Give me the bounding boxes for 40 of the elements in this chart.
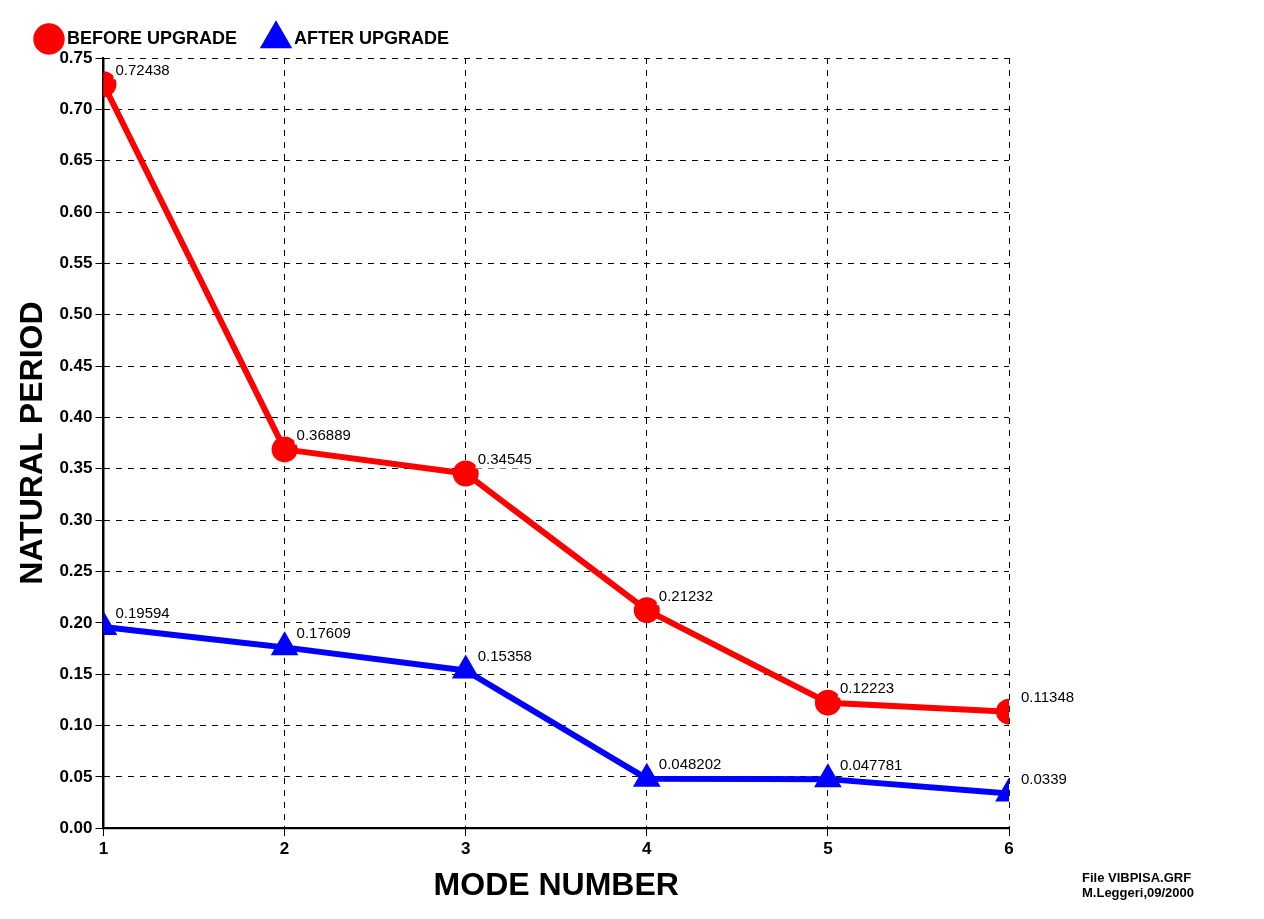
data-label: 0.12223 — [839, 679, 895, 697]
legend-label: BEFORE UPGRADE — [67, 27, 238, 48]
x-tick-label: 1 — [98, 839, 109, 859]
y-tick-label: 0.70 — [59, 99, 93, 119]
y-tick-label: 0.50 — [59, 304, 93, 324]
y-tick-label: 0.35 — [59, 458, 93, 478]
y-tick-label: 0.45 — [59, 355, 93, 375]
text: File VIBPISA.GRF — [1082, 870, 1193, 885]
data-label: 0.19594 — [115, 603, 170, 621]
legend-label: AFTER UPGRADE — [294, 27, 450, 48]
y-tick-label: 0.60 — [59, 201, 93, 221]
data-label: 0.34545 — [477, 450, 532, 468]
y-axis-title: NATURAL PERIOD — [13, 301, 50, 585]
data-label: 0.72438 — [115, 60, 170, 78]
y-tick-label: 0.15 — [59, 663, 93, 683]
y-tick-label: 0.25 — [59, 561, 93, 581]
x-tick-label: 3 — [460, 839, 471, 859]
x-tick-label: 4 — [642, 839, 653, 859]
data-label: 0.15358 — [477, 647, 532, 665]
y-tick-label: 0.20 — [59, 612, 93, 632]
y-tick-label: 0.40 — [59, 407, 93, 427]
data-label: 0.0339 — [1021, 770, 1067, 788]
y-tick-label: 0.30 — [59, 509, 93, 529]
text: M.Leggeri,09/2000 — [1082, 885, 1194, 900]
data-label: 0.36889 — [296, 426, 351, 444]
y-tick-label: 0.05 — [59, 766, 93, 786]
data-label: 0.047781 — [839, 755, 903, 773]
y-tick-label: 0.55 — [59, 253, 93, 273]
data-label: 0.048202 — [658, 755, 722, 773]
y-tick-label: 0.75 — [59, 47, 93, 67]
y-tick-label: 0.10 — [59, 715, 93, 735]
data-label: 0.17609 — [296, 624, 351, 642]
data-label: 0.11348 — [1021, 688, 1075, 706]
y-tick-label: 0.00 — [59, 817, 93, 837]
x-tick-label: 5 — [823, 839, 833, 859]
x-tick-label: 2 — [279, 839, 290, 859]
y-tick-label: 0.65 — [59, 150, 93, 170]
data-label: 0.21232 — [658, 586, 714, 604]
x-tick-label: 6 — [1004, 839, 1014, 859]
x-axis-title: MODE NUMBER — [433, 865, 679, 902]
